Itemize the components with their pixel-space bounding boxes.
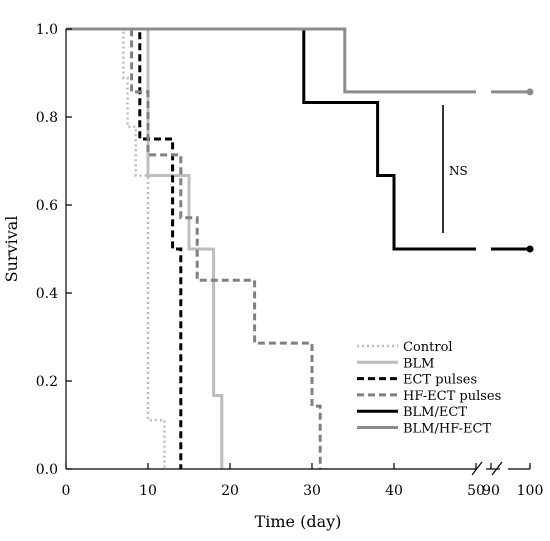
series-endpoint-blm-ect — [526, 245, 534, 253]
x-tick-label: 20 — [221, 483, 239, 499]
y-tick-label: 0.4 — [36, 286, 58, 302]
axis-break-mark — [491, 461, 503, 476]
series-line-blm — [66, 27, 224, 469]
x-tick-label: 90 — [482, 483, 500, 499]
series-line-blm-hf-ect — [66, 27, 476, 94]
x-tick-label: 40 — [385, 483, 403, 499]
series-line-hf-ect-pulses — [66, 27, 322, 469]
axes — [65, 29, 530, 476]
series-line-blm-ect — [66, 27, 476, 251]
x-tick-label: 10 — [139, 483, 157, 499]
y-tick-label: 0.2 — [36, 374, 58, 390]
legend-label: BLM/HF-ECT — [403, 422, 491, 437]
axis-break-marks — [471, 461, 503, 476]
x-tick-label: 30 — [303, 483, 321, 499]
significance-annotation: NS — [442, 105, 468, 233]
x-axis-title: Time (day) — [255, 512, 342, 531]
series-line-ect-pulses — [66, 27, 183, 469]
axis-break-mark — [471, 461, 483, 476]
legend-label: HF-ECT pulses — [403, 389, 501, 404]
y-axis-title: Survival — [2, 216, 21, 283]
y-tick-label: 0.6 — [36, 198, 58, 214]
series-line-control — [66, 27, 166, 469]
legend-label: BLM/ECT — [403, 405, 467, 420]
x-tick-label: 50 — [467, 483, 485, 499]
legend-label: BLM — [403, 356, 435, 371]
tick-marks — [65, 28, 531, 470]
y-tick-label: 0.0 — [36, 462, 58, 478]
y-tick-label: 0.8 — [36, 110, 58, 126]
plot-area — [66, 27, 534, 469]
x-tick-label: 0 — [62, 483, 71, 499]
x-tick-label: 100 — [517, 483, 544, 499]
significance-label: NS — [449, 164, 468, 178]
series-endpoint-blm-hf-ect — [526, 88, 534, 96]
y-tick-label: 1.0 — [36, 22, 58, 38]
legend-label: ECT pulses — [403, 373, 477, 388]
legend-label: Control — [403, 340, 453, 355]
